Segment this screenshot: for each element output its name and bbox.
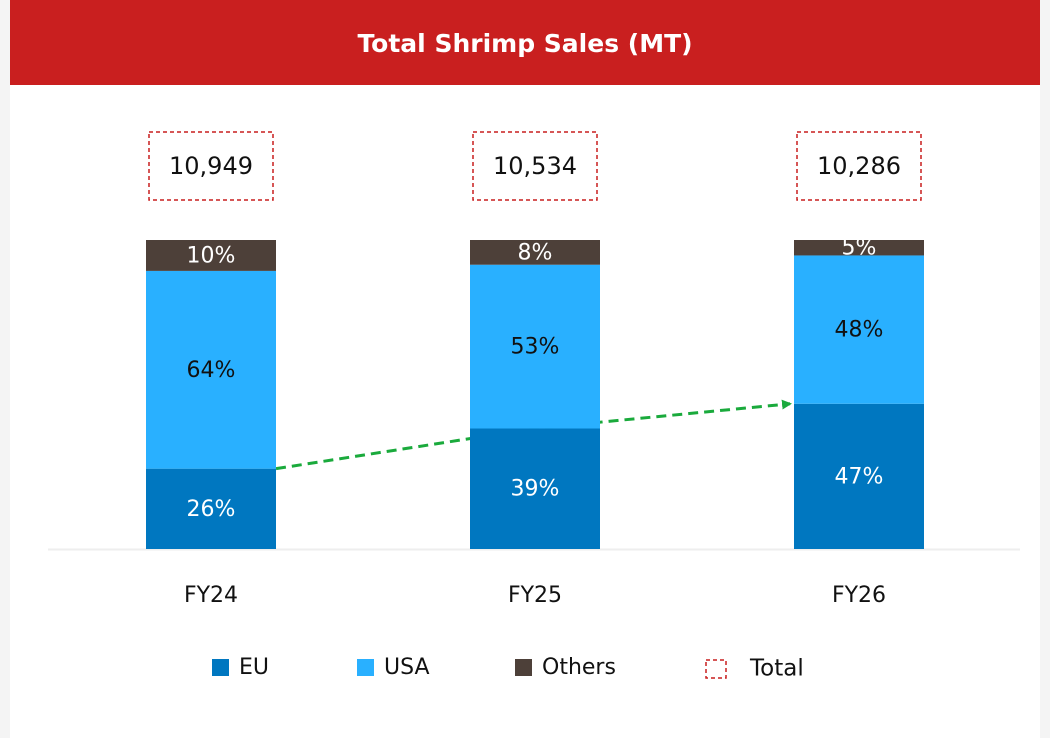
value-label: 53% — [511, 335, 560, 360]
header — [10, 0, 1040, 85]
total-box — [472, 131, 598, 201]
bar-segment — [470, 264, 600, 429]
bar-segment — [146, 270, 276, 469]
value-label: 48% — [835, 318, 884, 343]
value-label: 64% — [187, 358, 236, 383]
legend-label: EU — [239, 655, 269, 680]
total-label: 10,286 — [817, 152, 901, 180]
bar-segment — [146, 240, 276, 271]
chart-title: Total Shrimp Sales (MT) — [357, 29, 692, 58]
total-label: 10,534 — [493, 152, 577, 180]
value-label: 26% — [187, 497, 236, 522]
legend-label: Others — [542, 655, 616, 680]
bar-segment — [470, 240, 600, 265]
value-label: 5% — [842, 236, 877, 261]
x-tick-label: FY24 — [184, 583, 238, 608]
value-label: 47% — [835, 464, 884, 489]
total-box — [796, 131, 922, 201]
value-label: 39% — [511, 477, 560, 502]
bar-segment — [146, 468, 276, 549]
bar-segment — [794, 403, 924, 549]
total-label: 10,949 — [169, 152, 253, 180]
value-label: 8% — [518, 240, 553, 265]
total-box — [148, 131, 274, 201]
bar-segment — [470, 428, 600, 549]
x-tick-label: FY26 — [832, 583, 886, 608]
legend-label: USA — [384, 655, 430, 680]
legend-swatch — [515, 659, 532, 676]
legend-swatch — [212, 659, 229, 676]
legend-swatch — [357, 659, 374, 676]
bar-segment — [794, 255, 924, 404]
legend-label: Total — [749, 656, 804, 682]
x-tick-label: FY25 — [508, 583, 562, 608]
legend-swatch — [705, 659, 727, 679]
bar-segment — [794, 240, 924, 256]
value-label: 10% — [187, 243, 236, 268]
